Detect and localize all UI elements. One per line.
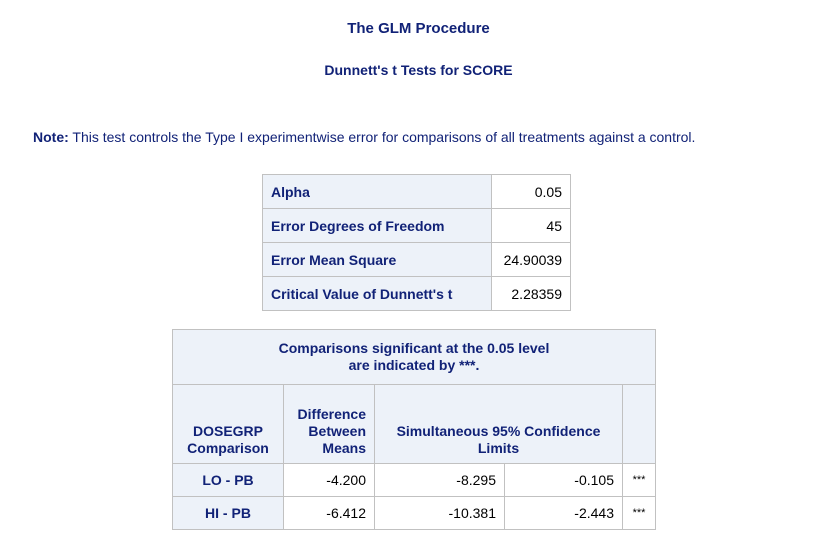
comparison-label: LO - PB — [172, 463, 284, 497]
table-row: LO - PB -4.200 -8.295 -0.105 *** — [172, 463, 656, 497]
column-header-significance — [622, 384, 656, 464]
significance-marker: *** — [622, 463, 656, 497]
table-row: Critical Value of Dunnett's t 2.28359 — [262, 276, 571, 311]
stat-label: Error Degrees of Freedom — [262, 208, 492, 243]
caption-line-1: Comparisons significant at the 0.05 leve… — [278, 340, 550, 356]
difference-value: -4.200 — [283, 463, 375, 497]
comparison-table: Comparisons significant at the 0.05 leve… — [172, 329, 656, 530]
column-header-confidence-limits: Simultaneous 95% Confidence Limits — [374, 384, 623, 464]
table-row: Error Degrees of Freedom 45 — [262, 208, 571, 243]
stat-label: Alpha — [262, 174, 492, 209]
lower-limit-value: -10.381 — [374, 496, 505, 530]
significance-marker: *** — [622, 496, 656, 530]
upper-limit-value: -0.105 — [504, 463, 623, 497]
comparison-label: HI - PB — [172, 496, 284, 530]
stat-value: 45 — [491, 208, 571, 243]
stat-value: 2.28359 — [491, 276, 571, 311]
table-row: HI - PB -6.412 -10.381 -2.443 *** — [172, 496, 656, 530]
stat-label: Error Mean Square — [262, 242, 492, 277]
test-title: Dunnett's t Tests for SCORE — [324, 62, 513, 78]
stat-label: Critical Value of Dunnett's t — [262, 276, 492, 311]
difference-value: -6.412 — [283, 496, 375, 530]
upper-limit-value: -2.443 — [504, 496, 623, 530]
stat-value: 0.05 — [491, 174, 571, 209]
table-row: Alpha 0.05 — [262, 174, 571, 209]
note-label: Note: — [33, 129, 69, 145]
note: Note: This test controls the Type I expe… — [33, 129, 695, 145]
table-caption: Comparisons significant at the 0.05 leve… — [172, 329, 656, 385]
stats-table: Alpha 0.05 Error Degrees of Freedom 45 E… — [262, 174, 571, 311]
table-row: Error Mean Square 24.90039 — [262, 242, 571, 277]
stat-value: 24.90039 — [491, 242, 571, 277]
column-header-comparison: DOSEGRP Comparison — [172, 384, 284, 464]
column-header-difference: Difference Between Means — [283, 384, 375, 464]
lower-limit-value: -8.295 — [374, 463, 505, 497]
table-caption-row: Comparisons significant at the 0.05 leve… — [172, 329, 656, 385]
procedure-title: The GLM Procedure — [347, 20, 490, 37]
table-header-row: DOSEGRP Comparison Difference Between Me… — [172, 384, 656, 464]
note-text: This test controls the Type I experiment… — [72, 129, 696, 145]
caption-line-2: are indicated by ***. — [348, 357, 480, 373]
